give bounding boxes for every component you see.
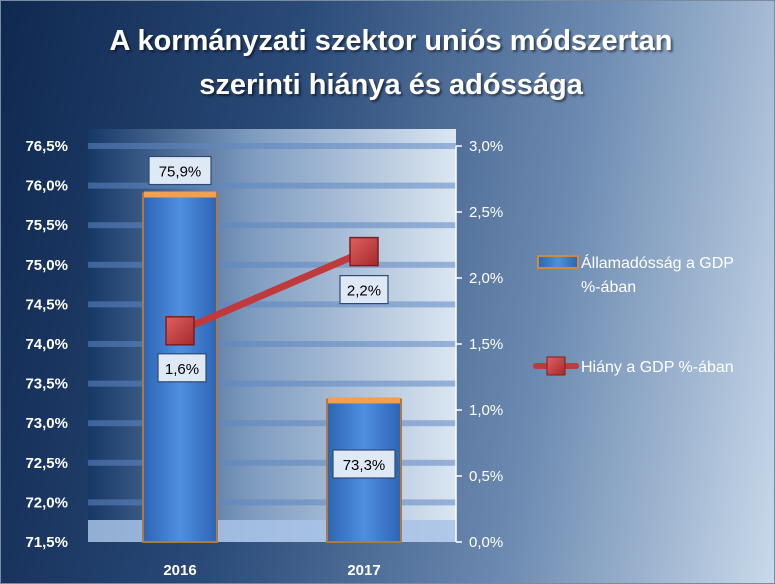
y-left-tick-label: 71,5%	[25, 534, 68, 551]
data-label: 1,6%	[165, 361, 199, 378]
grid-line	[88, 499, 456, 506]
y-left-tick-label: 73,0%	[25, 415, 68, 432]
grid-line	[88, 261, 456, 268]
grid-line	[88, 182, 456, 189]
y-right-tick-label: 3,0%	[469, 138, 503, 155]
data-label: 75,9%	[159, 164, 202, 181]
bar-top-cap	[144, 191, 216, 198]
data-label: 73,3%	[343, 457, 386, 474]
y-right-tick-label: 2,0%	[469, 270, 503, 287]
y-left-tick-label: 75,0%	[25, 257, 68, 274]
data-label-box	[157, 353, 207, 383]
y-left-tick-label: 75,5%	[25, 217, 68, 234]
y-left-tick-label: 72,0%	[25, 494, 68, 511]
grid-line	[88, 380, 456, 387]
y-right-tick-label: 1,5%	[469, 336, 503, 353]
line-marker	[349, 236, 379, 267]
grid-line	[88, 301, 456, 308]
x-category-label: 2017	[347, 562, 380, 579]
y-left-tick-label: 76,5%	[25, 138, 68, 155]
grid-line	[88, 420, 456, 427]
y-left-tick-label: 74,0%	[25, 336, 68, 353]
data-label-box	[332, 449, 396, 479]
data-label-box	[148, 155, 212, 186]
bar-top-cap	[328, 397, 400, 404]
grid-line	[88, 459, 456, 466]
legend-line-label: Hiány a GDP %-ában	[581, 359, 734, 376]
legend-line-marker	[546, 356, 566, 376]
line-series	[176, 248, 368, 335]
x-category-label: 2016	[163, 562, 196, 579]
y-right-tick-label: 2,5%	[469, 204, 503, 221]
chart-title-line-1: A kormányzati szektor uniós módszertan	[109, 25, 673, 57]
data-label: 2,2%	[347, 283, 381, 300]
y-right-tick-label: 0,5%	[469, 468, 503, 485]
grid-line	[88, 341, 456, 347]
grid-line	[88, 222, 456, 229]
y-left-tick-label: 73,5%	[25, 376, 68, 393]
chart-title: A kormányzati szektor uniós módszertan s…	[61, 19, 721, 107]
y-right-tick-label: 1,0%	[469, 402, 503, 419]
line-marker	[165, 316, 195, 346]
y-right-tick-label: 0,0%	[469, 534, 503, 551]
y-left-tick-label: 74,5%	[25, 296, 68, 313]
legend-bar-swatch	[537, 255, 579, 269]
data-label-box	[339, 275, 389, 305]
y-left-tick-label: 72,5%	[25, 455, 68, 472]
grid-line	[88, 143, 456, 149]
legend-bar-label-line-2: %-ában	[581, 279, 636, 296]
chart-title-line-2: szerinti hiánya és adóssága	[199, 69, 583, 101]
legend-bar-label-line-1: Államadósság a GDP	[581, 253, 734, 272]
y-left-tick-label: 76,0%	[25, 178, 68, 195]
